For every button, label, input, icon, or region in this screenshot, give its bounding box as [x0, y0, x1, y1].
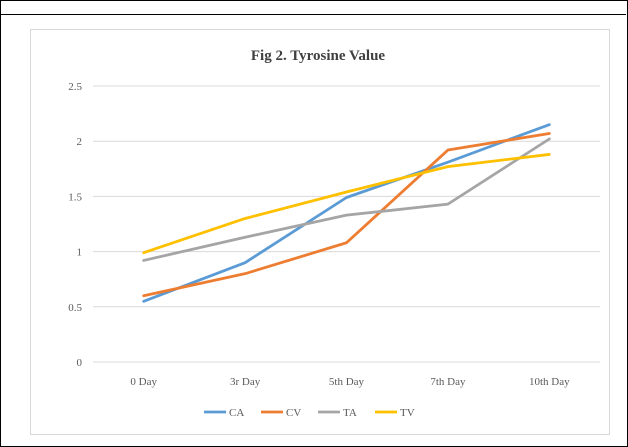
series-line-ta — [142, 137, 551, 262]
y-tick-label-0: 0 — [77, 357, 83, 369]
series-line-tv — [142, 153, 551, 255]
legend-label-ca: CA — [229, 407, 244, 419]
y-axis-ticks: 0 0.5 1 1.5 2 2.5 — [68, 81, 82, 369]
legend-label-cv: CV — [286, 407, 301, 419]
series-line-ca — [142, 123, 551, 303]
x-axis-ticks: 0 Day 3r Day 5th Day 7th Day 10th Day — [130, 376, 570, 388]
legend: CA CV TA TV — [204, 407, 415, 419]
y-tick-label-2: 1 — [77, 247, 83, 259]
series-line-cv — [142, 132, 551, 298]
x-tick-label-0: 0 Day — [130, 376, 157, 388]
y-tick-label-5: 2.5 — [68, 81, 82, 93]
y-tick-label-1: 0.5 — [68, 302, 82, 314]
gridlines — [93, 85, 600, 363]
y-tick-label-4: 2 — [77, 136, 83, 148]
legend-label-tv: TV — [400, 407, 415, 419]
series-lines — [142, 123, 551, 303]
chart-title: Fig 2. Tyrosine Value — [251, 48, 386, 64]
x-tick-label-4: 10th Day — [529, 376, 570, 388]
legend-label-ta: TA — [343, 407, 357, 419]
header-divider — [0, 14, 626, 15]
chart-container — [30, 29, 610, 435]
y-tick-label-3: 1.5 — [68, 191, 82, 203]
x-tick-label-3: 7th Day — [430, 376, 466, 388]
x-tick-label-2: 5th Day — [329, 376, 365, 388]
x-tick-label-1: 3r Day — [230, 376, 261, 388]
